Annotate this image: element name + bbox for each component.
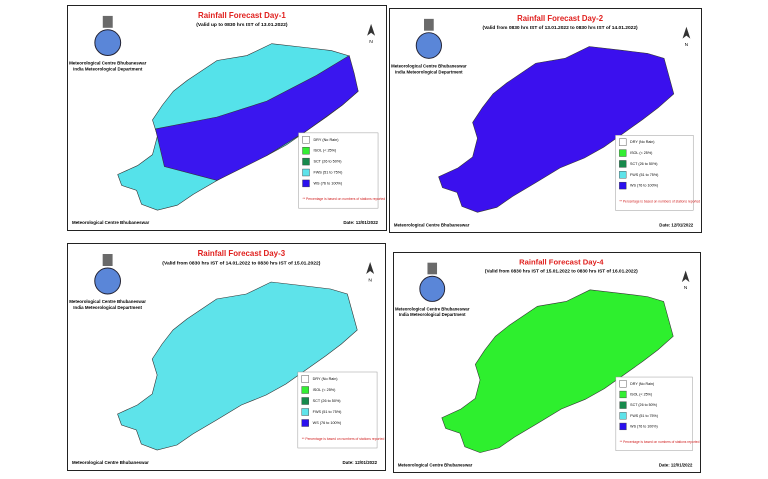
panel-title: Rainfall Forecast Day-2 bbox=[517, 14, 604, 23]
legend-label: DRY (No Rain) bbox=[630, 140, 654, 144]
legend-label: SCT (26 to 50%) bbox=[630, 403, 657, 407]
north-arrow bbox=[682, 26, 691, 39]
note: ** Percentage is based on numbers of sta… bbox=[619, 199, 702, 203]
validity: (Valid from 0830 hrs IST of 15.01.2022 t… bbox=[485, 269, 638, 275]
legend-swatch bbox=[619, 422, 627, 431]
emblem-top bbox=[427, 262, 438, 275]
legend-label: ISOL (< 25%) bbox=[313, 388, 336, 392]
legend-swatch bbox=[619, 412, 627, 420]
legend-swatch bbox=[301, 386, 309, 394]
forecast-panel: Rainfall Forecast Day-3 (Valid from 0830 … bbox=[67, 243, 386, 471]
legend-swatch bbox=[619, 149, 627, 157]
legend-label: SCT (26 to 50%) bbox=[313, 160, 342, 164]
footer: Meteorological Centre Bhubaneswar bbox=[394, 222, 470, 227]
legend-label: SCT (26 to 50%) bbox=[630, 162, 657, 166]
legend-swatch bbox=[302, 168, 310, 177]
legend-label: WS (76 to 100%) bbox=[313, 181, 342, 185]
legend-swatch bbox=[301, 419, 309, 427]
emblem-top bbox=[424, 18, 434, 31]
legend-label: FWS (51 to 75%) bbox=[313, 171, 343, 175]
emblem bbox=[94, 267, 121, 295]
org-name: Meteorological Centre Bhubaneswar bbox=[69, 61, 147, 66]
forecast-panel: Rainfall Forecast Day-2 (Valid from 0830 … bbox=[389, 8, 702, 233]
footer: Meteorological Centre Bhubaneswar bbox=[72, 460, 149, 465]
org-department: India Meteorological Department bbox=[395, 69, 463, 74]
legend-box bbox=[615, 376, 693, 451]
legend-swatch bbox=[302, 157, 310, 166]
legend-swatch bbox=[619, 181, 627, 190]
panel-title: Rainfall Forecast Day-3 bbox=[198, 249, 286, 258]
legend-label: FWS (51 to 75%) bbox=[630, 173, 658, 177]
north-label: N bbox=[684, 285, 688, 291]
note: ** Percentage is based on numbers of sta… bbox=[303, 197, 387, 201]
legend-swatch bbox=[301, 408, 309, 416]
legend-label: DRY (No Rain) bbox=[630, 382, 654, 386]
north-arrow bbox=[681, 270, 690, 283]
validity: (Valid from 0830 hrs IST of 14.01.2022 t… bbox=[162, 260, 320, 266]
legend-label: DRY (No Rain) bbox=[313, 138, 339, 142]
legend-swatch bbox=[302, 136, 310, 144]
legend-swatch bbox=[302, 179, 310, 188]
state-map bbox=[438, 46, 675, 213]
org-name: Meteorological Centre Bhubaneswar bbox=[395, 306, 470, 311]
legend-swatch bbox=[619, 390, 627, 399]
emblem bbox=[415, 32, 442, 59]
forecast-panel: Rainfall Forecast Day-1 (Valid up to 0830… bbox=[67, 5, 387, 231]
state-map bbox=[441, 289, 674, 453]
footer: Meteorological Centre Bhubaneswar bbox=[72, 220, 150, 225]
legend-label: ISOL (< 25%) bbox=[313, 149, 337, 153]
panel-title: Rainfall Forecast Day-4 bbox=[519, 258, 604, 267]
state-map bbox=[117, 281, 358, 451]
emblem bbox=[419, 275, 446, 302]
legend-label: FWS (51 to 75%) bbox=[313, 410, 342, 414]
note: ** Percentage is based on numbers of sta… bbox=[620, 440, 701, 444]
org-name: Meteorological Centre Bhubaneswar bbox=[69, 299, 146, 304]
legend-label: WS (76 to 100%) bbox=[630, 424, 658, 428]
legend-label: DRY (No Rain) bbox=[313, 377, 339, 381]
legend-box bbox=[615, 135, 694, 211]
date: Date: 12/01/2022 bbox=[659, 222, 693, 227]
north-label: N bbox=[369, 39, 373, 45]
north-arrow bbox=[367, 23, 376, 36]
validity: (Valid up to 0830 hrs IST of 13.01.2022) bbox=[196, 22, 288, 28]
legend-swatch bbox=[619, 160, 627, 168]
legend-box bbox=[298, 132, 379, 209]
legend-label: WS (76 to 100%) bbox=[630, 184, 658, 188]
legend-label: FWS (51 to 75%) bbox=[630, 414, 658, 418]
note: ** Percentage is based on numbers of sta… bbox=[302, 437, 386, 441]
org-department: India Meteorological Department bbox=[73, 305, 142, 310]
legend-swatch bbox=[619, 380, 627, 388]
emblem-top bbox=[102, 15, 113, 28]
legend-swatch bbox=[619, 138, 627, 146]
legend-swatch bbox=[619, 401, 627, 409]
emblem-top bbox=[102, 254, 113, 266]
date: Date: 12/01/2022 bbox=[343, 460, 378, 465]
date: Date: 12/01/2022 bbox=[659, 462, 693, 467]
org-department: India Meteorological Department bbox=[399, 312, 466, 317]
forecast-panel: Rainfall Forecast Day-4 (Valid from 0830 … bbox=[393, 252, 701, 473]
date: Date: 12/01/2022 bbox=[343, 220, 378, 225]
validity: (Valid from 0830 hrs IST of 13.01.2022 t… bbox=[482, 25, 638, 31]
footer: Meteorological Centre Bhubaneswar bbox=[398, 462, 473, 467]
legend-swatch bbox=[301, 397, 309, 405]
legend-label: WS (76 to 100%) bbox=[313, 421, 342, 425]
legend-swatch bbox=[619, 171, 627, 179]
north-label: N bbox=[368, 277, 372, 283]
legend-label: ISOL (< 25%) bbox=[630, 392, 652, 396]
legend-box bbox=[297, 371, 378, 449]
legend-label: ISOL (< 25%) bbox=[630, 151, 652, 155]
legend-swatch bbox=[301, 375, 309, 383]
org-name: Meteorological Centre Bhubaneswar bbox=[391, 63, 467, 68]
emblem bbox=[94, 29, 122, 57]
legend-swatch bbox=[302, 147, 310, 155]
org-department: India Meteorological Department bbox=[73, 67, 143, 72]
north-label: N bbox=[685, 42, 689, 48]
legend-label: SCT (26 to 50%) bbox=[313, 399, 342, 403]
heavy-zone bbox=[155, 55, 359, 181]
north-arrow bbox=[366, 262, 375, 274]
panel-title: Rainfall Forecast Day-1 bbox=[198, 11, 286, 20]
